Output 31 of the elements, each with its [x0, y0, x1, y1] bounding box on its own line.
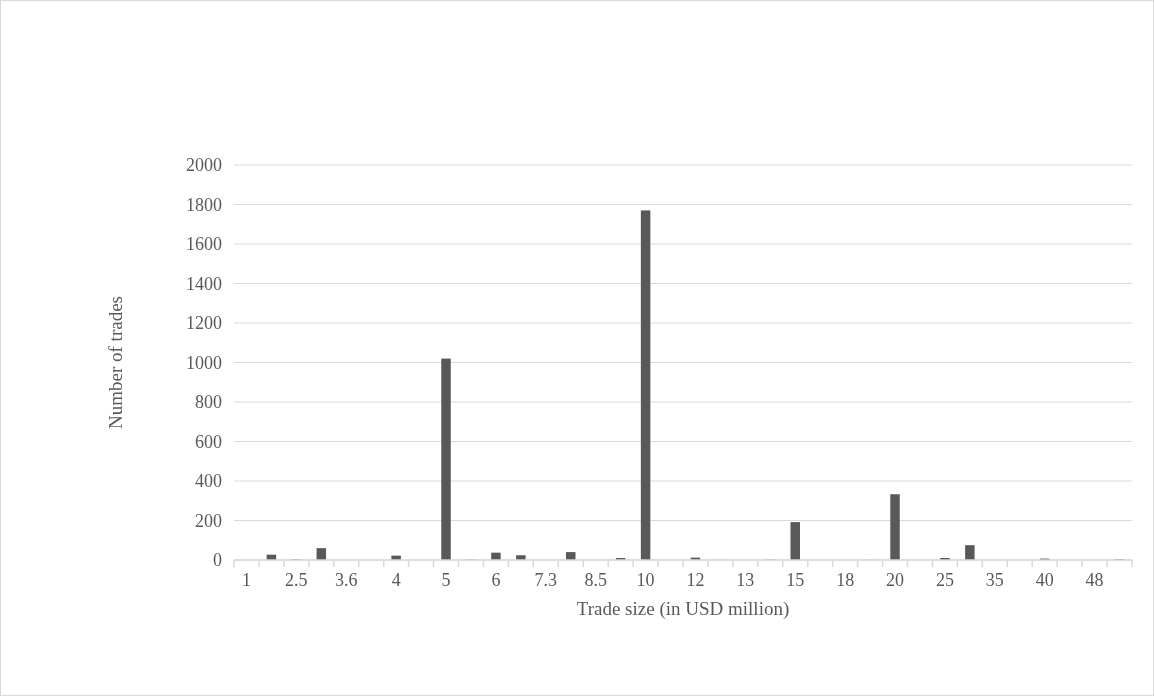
x-tick-label: 48	[1085, 570, 1104, 590]
x-tick-label: 4	[391, 570, 401, 590]
x-tick-label: 5	[441, 570, 451, 590]
y-tick-label: 1400	[186, 273, 222, 294]
x-axis-title: Trade size (in USD million)	[576, 598, 790, 620]
y-tick-label: 200	[195, 510, 222, 531]
x-tick-label: 20	[886, 570, 905, 590]
y-tick-label: 1600	[186, 234, 222, 255]
x-tick-label: 35	[985, 570, 1004, 590]
y-tick-label: 0	[213, 550, 222, 571]
y-tick-label: 400	[195, 471, 222, 492]
x-tick-label: 8.5	[584, 570, 607, 590]
y-tick-label: 1800	[186, 194, 222, 215]
x-tick-label: 6	[491, 570, 501, 590]
x-tick-label: 1	[241, 570, 251, 590]
x-tick-label: 10	[636, 570, 655, 590]
x-tick-label: 3.6	[335, 570, 358, 590]
x-tick-label: 15	[786, 570, 805, 590]
x-tick-label: 13	[736, 570, 755, 590]
y-axis-title: Number of trades	[105, 296, 126, 429]
y-tick-label: 1000	[186, 352, 222, 373]
x-tick-label: 12	[686, 570, 705, 590]
y-tick-label: 600	[195, 431, 222, 452]
y-tick-label: 800	[195, 392, 222, 413]
x-tick-label: 25	[935, 570, 954, 590]
x-tick-label: 18	[836, 570, 855, 590]
x-tick-label: 2.5	[285, 570, 308, 590]
x-tick-label: 7.3	[534, 570, 558, 590]
y-tick-label: 1200	[186, 313, 222, 334]
y-tick-label: 2000	[186, 155, 222, 176]
x-tick-label: 40	[1035, 570, 1054, 590]
